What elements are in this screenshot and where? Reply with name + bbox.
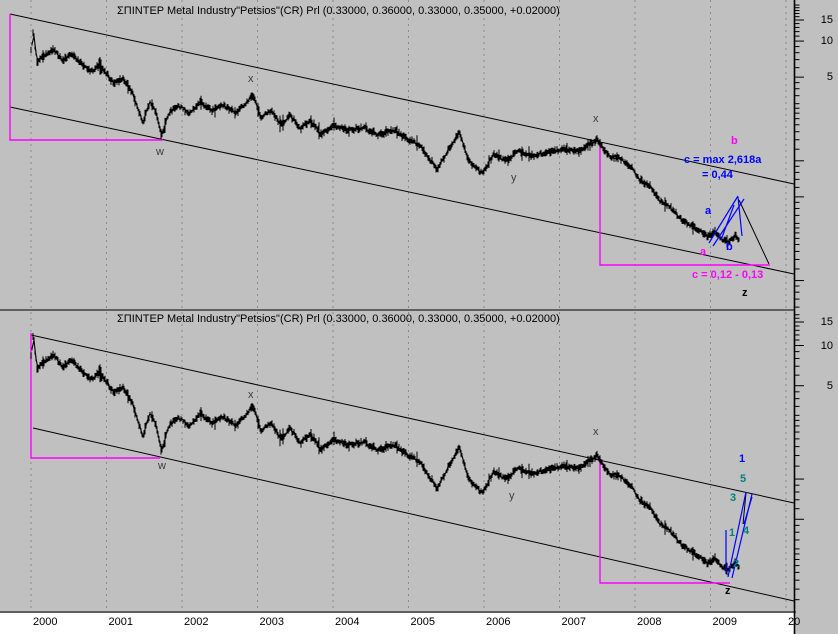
panel2-title: ΣΠΙΝΤΕΡ Metal Industry"Petsios"(CR) Prl … xyxy=(117,313,560,325)
wave-label: x xyxy=(248,389,254,401)
x-axis-year-label: 20 xyxy=(788,616,801,628)
x-axis-year-label: 2006 xyxy=(486,616,511,628)
x-axis-year-label: 2000 xyxy=(33,616,58,628)
wave-label: 2 xyxy=(733,558,740,570)
wave-label: z xyxy=(742,287,748,299)
projection-line-blue xyxy=(708,195,739,244)
chart-panel-2[interactable] xyxy=(0,311,794,612)
x-axis-year-label: 2009 xyxy=(712,616,737,628)
projection-line-black xyxy=(738,199,770,265)
wave-label: 5 xyxy=(740,473,747,485)
wave-label: = 0,44 xyxy=(702,169,733,181)
x-axis-year-label: 2001 xyxy=(108,616,133,628)
projection-line-black xyxy=(742,492,747,525)
wave-label: w xyxy=(158,460,166,472)
wave-label: z xyxy=(725,585,731,597)
wave-label: y xyxy=(509,490,515,502)
price-series-bars xyxy=(30,29,740,248)
projection-line-blue xyxy=(737,196,743,237)
x-axis-year-label: 2007 xyxy=(561,616,586,628)
y-axis-tick-label: 10 xyxy=(820,35,833,48)
wave-label: 4 xyxy=(743,525,750,537)
x-axis-year-label: 2005 xyxy=(410,616,435,628)
trend-channel-line xyxy=(9,106,795,275)
trend-channel-line xyxy=(30,334,795,504)
chart-panel-1[interactable] xyxy=(0,0,794,310)
trend-channel-line xyxy=(32,427,795,602)
x-axis-year-label: 2004 xyxy=(335,616,360,628)
wave-label: 1 xyxy=(739,453,746,465)
projection-line-blue xyxy=(727,491,747,578)
price-series-bars xyxy=(30,333,740,576)
x-axis-year-label: 2003 xyxy=(259,616,284,628)
wave-label: w xyxy=(156,146,164,158)
wave-label: a xyxy=(705,205,712,217)
wave-label: b xyxy=(726,241,733,253)
wave-label: c = 0,12 - 0,13 xyxy=(692,269,764,281)
magenta-wave-box xyxy=(30,333,160,459)
panel1-title: ΣΠΙΝΤΕΡ Metal Industry"Petsios"(CR) Prl … xyxy=(117,5,560,17)
y-axis-tick-label: 15 xyxy=(820,14,833,26)
wave-label: a xyxy=(700,246,707,258)
projection-line-blue xyxy=(743,496,753,525)
y-axis-tick-label: 5 xyxy=(826,379,833,392)
wave-label: x xyxy=(248,73,254,85)
projection-line-blue xyxy=(720,204,735,241)
wave-label: x xyxy=(593,426,599,438)
time-axis-strip xyxy=(0,613,794,634)
y-axis-tick-label: 5 xyxy=(826,71,833,84)
y-axis-tick-label: 15 xyxy=(820,316,833,328)
wave-label: x xyxy=(593,113,599,125)
wave-label: y xyxy=(511,172,517,184)
trend-channel-line xyxy=(9,13,795,185)
magenta-wave-box xyxy=(599,458,730,584)
wave-label: 3 xyxy=(730,492,737,504)
wave-label: c = max 2,618a xyxy=(684,154,762,166)
wave-label: b xyxy=(731,135,738,147)
magenta-wave-box xyxy=(599,140,770,266)
y-axis-tick-label: 10 xyxy=(820,339,833,352)
magenta-wave-box xyxy=(9,14,163,141)
x-axis-year-label: 2002 xyxy=(184,616,209,628)
x-axis-year-label: 2008 xyxy=(637,616,662,628)
wave-label: 1 xyxy=(729,527,736,539)
